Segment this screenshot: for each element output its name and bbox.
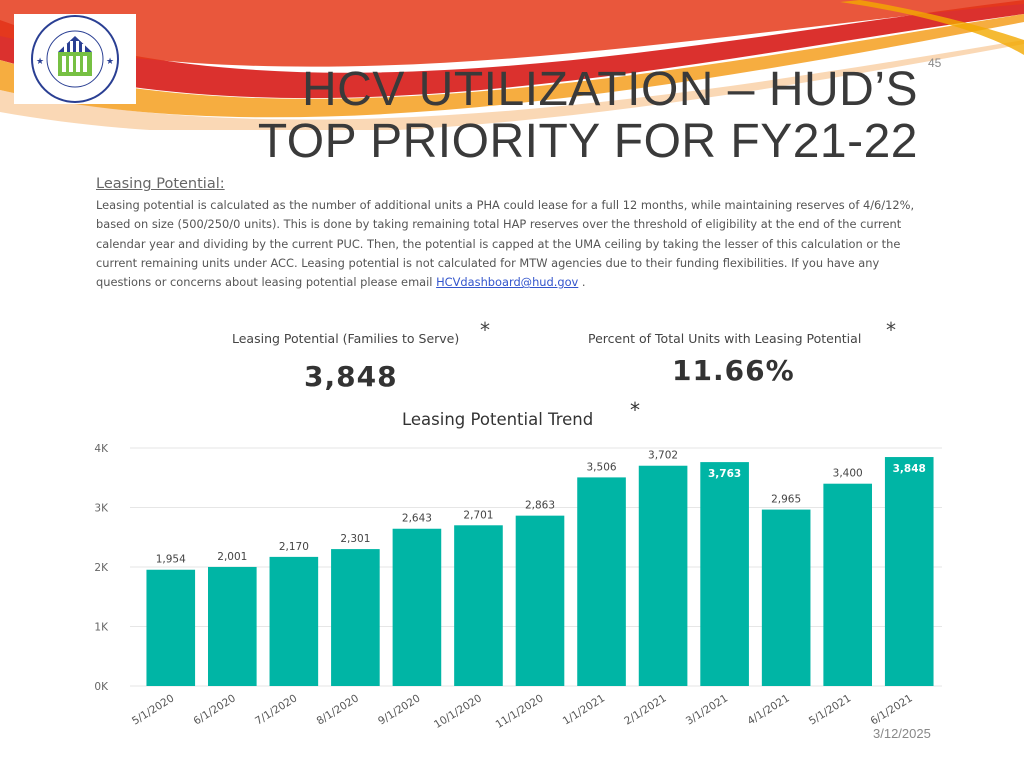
- info-body-text: Leasing potential is calculated as the n…: [96, 198, 915, 290]
- y-tick-label: 0K: [94, 681, 109, 693]
- leasing-potential-description: Leasing Potential: Leasing potential is …: [96, 176, 916, 292]
- bar: [331, 549, 380, 686]
- bar: [392, 528, 442, 686]
- chart-title: Leasing Potential Trend: [402, 410, 594, 429]
- data-label: 2,001: [217, 551, 247, 563]
- info-body: Leasing potential is calculated as the n…: [96, 196, 916, 292]
- footer-date: 3/12/2025: [873, 726, 931, 741]
- header-swoosh: [0, 0, 1024, 130]
- data-label: 2,643: [402, 513, 432, 525]
- percent-kpi-asterisk: *: [886, 318, 896, 342]
- x-tick-label: 3/1/2021: [684, 692, 730, 727]
- hud-logo: ★ ★: [14, 14, 136, 104]
- data-label: 2,863: [525, 500, 555, 512]
- families-kpi-asterisk: *: [480, 318, 490, 342]
- data-label: 2,170: [279, 541, 309, 553]
- data-label: 3,848: [893, 463, 926, 475]
- x-tick-label: 10/1/2020: [432, 692, 484, 731]
- x-tick-label: 5/1/2021: [807, 692, 853, 727]
- y-tick-label: 2K: [94, 562, 109, 574]
- slide-title: HCV UTILIZATION – HUD’S TOP PRIORITY FOR…: [198, 64, 918, 168]
- bar: [761, 509, 811, 686]
- bar: [208, 566, 257, 686]
- x-tick-label: 2/1/2021: [622, 692, 668, 727]
- info-trailing: .: [578, 275, 586, 290]
- x-tick-label: 5/1/2020: [130, 692, 176, 727]
- data-label: 3,763: [708, 468, 741, 480]
- info-heading: Leasing Potential:: [96, 176, 225, 192]
- slide-number: 45: [928, 56, 942, 70]
- data-label: 3,702: [648, 450, 678, 462]
- bar: [884, 457, 934, 686]
- bar: [577, 477, 626, 686]
- x-tick-label: 6/1/2021: [868, 692, 914, 727]
- x-tick-label: 6/1/2020: [192, 692, 238, 727]
- x-tick-label: 9/1/2020: [376, 692, 422, 727]
- x-tick-label: 4/1/2021: [745, 692, 791, 727]
- families-kpi-value: 3,848: [304, 360, 398, 393]
- data-label: 2,301: [340, 533, 370, 545]
- x-tick-label: 11/1/2020: [494, 692, 546, 731]
- x-tick-label: 8/1/2020: [315, 692, 361, 727]
- bar: [700, 462, 749, 686]
- chart-title-asterisk: *: [630, 398, 640, 422]
- data-label: 3,400: [833, 468, 863, 480]
- bar: [146, 569, 196, 686]
- title-line-1: HCV UTILIZATION – HUD’S: [302, 63, 918, 116]
- y-tick-label: 1K: [94, 622, 109, 634]
- y-tick-label: 3K: [94, 503, 109, 515]
- bar: [823, 483, 872, 686]
- title-line-2: TOP PRIORITY FOR FY21-22: [257, 115, 918, 168]
- percent-kpi-label: Percent of Total Units with Leasing Pote…: [588, 331, 862, 346]
- y-tick-label: 4K: [94, 443, 109, 455]
- email-link[interactable]: HCVdashboard@hud.gov: [436, 275, 579, 290]
- bar: [515, 515, 565, 686]
- svg-text:★: ★: [106, 57, 114, 67]
- data-label: 2,701: [463, 509, 493, 521]
- data-label: 3,506: [587, 461, 617, 473]
- x-tick-label: 7/1/2020: [253, 692, 299, 727]
- families-kpi-label: Leasing Potential (Families to Serve): [232, 331, 460, 346]
- bar: [638, 465, 688, 686]
- data-label: 1,954: [156, 554, 186, 566]
- percent-kpi-value: 11.66%: [672, 354, 795, 387]
- bar: [454, 525, 503, 686]
- leasing-potential-trend-chart: 0K 1K 2K 3K 4K 1,954 5/1/2020 2,001 6/1/2020 2,17…: [94, 443, 942, 731]
- hud-seal-icon: ★ ★: [31, 15, 119, 103]
- data-label: 2,965: [771, 494, 801, 506]
- x-tick-label: 1/1/2021: [561, 692, 607, 727]
- svg-text:★: ★: [36, 57, 44, 67]
- bar: [269, 556, 319, 686]
